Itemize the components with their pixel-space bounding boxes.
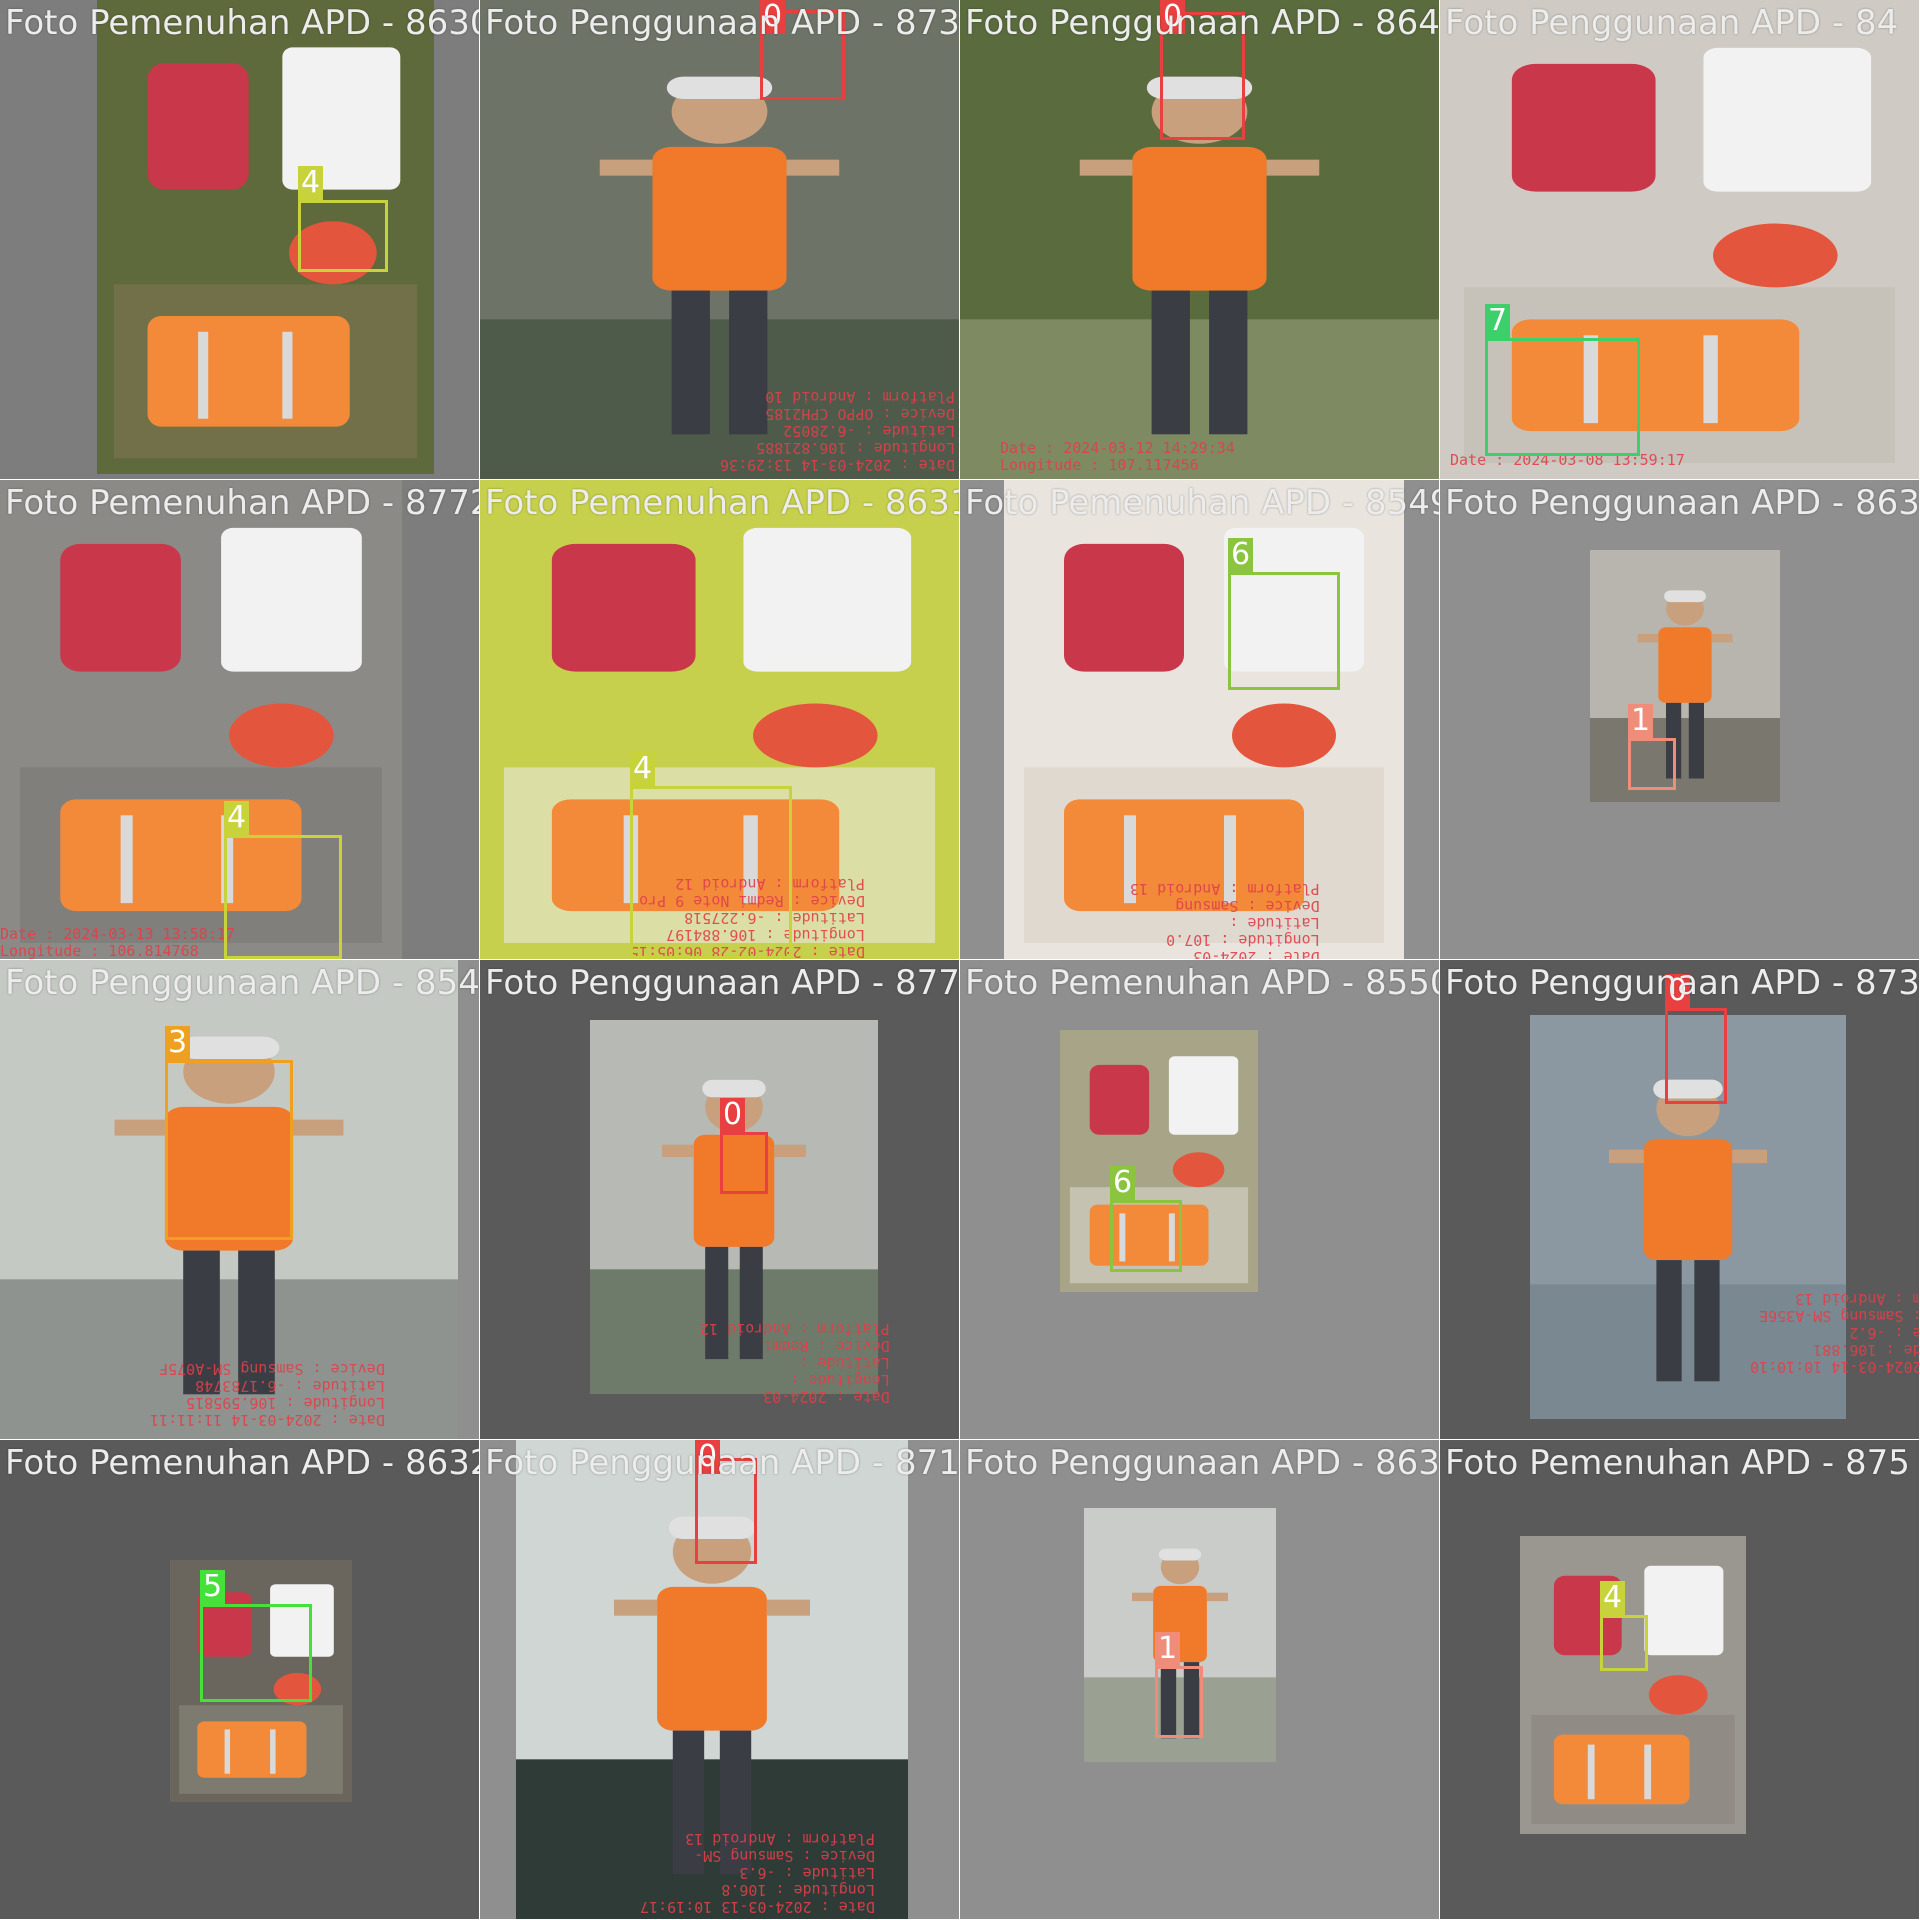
grid-tile: Date : 2024-03-13 13:58:17 Longitude : 1…	[0, 480, 479, 959]
photo	[0, 960, 458, 1439]
grid-tile: Date : 2024-03 Longitude : 107.0 Latitud…	[960, 480, 1439, 959]
detection-class-label: 7	[1485, 304, 1511, 338]
file-name-label: Foto Penggunaan APD - 863271.jpeg	[965, 1443, 1439, 1483]
photo	[1440, 0, 1919, 479]
detection-box	[695, 1458, 757, 1564]
file-name-label: Foto Pemenuhan APD - 875	[1445, 1443, 1910, 1483]
detection-class-label: 1	[1155, 1632, 1181, 1666]
detection-class-label: 4	[298, 166, 324, 200]
photo	[480, 480, 959, 959]
grid-tile: 5 Foto Pemenuhan APD - 863285.jpeg	[0, 1440, 479, 1919]
detection-class-label: 1	[1628, 704, 1654, 738]
file-name-label: Foto Pemenuhan APD - 863007.jpeg	[5, 3, 479, 43]
photo	[480, 0, 959, 479]
photo	[1520, 1536, 1746, 1834]
photo	[1590, 550, 1780, 802]
file-name-label: Foto Penggunaan APD - 873	[1445, 963, 1919, 1003]
grid-tile: Date : 2024-03-14 13:29:36 Longitude : 1…	[480, 0, 959, 479]
detection-box	[630, 786, 792, 959]
detection-box	[1485, 338, 1640, 456]
grid-tile: Date : 2024-03-08 13:59:17 7 Foto Pengguna…	[1440, 0, 1919, 479]
grid-tile: 4 Foto Pemenuhan APD - 863007.jpeg	[0, 0, 479, 479]
grid-tile: Date : 2024-02-28 06:05:15 Longitude : 1…	[480, 480, 959, 959]
grid-tile: Date : 2024-03-14 10:10:10 Longitude : 1…	[1440, 960, 1919, 1439]
detection-class-label: 0	[1665, 974, 1691, 1008]
photo-timestamp: Date : 2024-03-14 13:29:36 Longitude : 1…	[720, 388, 955, 474]
grid-tile: Date : 2024-03-12 14:29:34 Longitude : 1…	[960, 0, 1439, 479]
file-name-label: Foto Pemenuhan APD - 863104.jpeg	[485, 483, 959, 523]
file-name-label: Foto Penggunaan APD - 84	[1445, 3, 1899, 43]
file-name-label: Foto Penggunaan APD - 873230.jpeg	[485, 3, 959, 43]
file-name-label: Foto Pemenuhan APD - 877230.jpeg	[5, 483, 479, 523]
file-name-label: Foto Pemenuhan APD - 863285.jpeg	[5, 1443, 479, 1483]
detection-box	[1155, 1666, 1203, 1738]
photo-timestamp: Date : 2024-03-14 11:11:11 Longitude : 1…	[150, 1360, 385, 1429]
file-name-label: Foto Penggunaan APD - 864580.jpeg	[965, 3, 1439, 43]
grid-tile: Date : 2024-03-14 11:11:11 Longitude : 1…	[0, 960, 479, 1439]
detection-box	[1665, 1008, 1727, 1104]
detection-class-label: 0	[695, 1440, 721, 1474]
detection-class-label: 6	[1110, 1166, 1136, 1200]
file-name-label: Foto Pemenuhan APD - 855029.jpeg	[965, 963, 1439, 1003]
photo	[97, 0, 434, 474]
photo	[960, 0, 1439, 479]
detection-class-label: 0	[760, 0, 786, 34]
photo	[590, 1020, 878, 1394]
detection-class-label: 6	[1228, 538, 1254, 572]
grid-tile: 6 Foto Pemenuhan APD - 855029.jpeg	[960, 960, 1439, 1439]
photo	[516, 1440, 908, 1919]
detection-box	[1160, 12, 1245, 140]
file-name-label: Foto Penggunaan APD - 871490.jpeg	[485, 1443, 959, 1483]
photo-timestamp: Date : 2024-03-13 10:19:17 Longitude : 1…	[640, 1830, 875, 1916]
detection-class-label: 0	[1160, 0, 1186, 34]
detection-box	[760, 10, 845, 100]
file-name-label: Foto Penggunaan APD - 854330.jpeg	[5, 963, 479, 1003]
detection-box	[1628, 738, 1676, 790]
detection-class-label: 4	[224, 801, 250, 835]
grid-tile: Date : 2024-03-13 10:19:17 Longitude : 1…	[480, 1440, 959, 1919]
photo	[1530, 1015, 1846, 1419]
detection-class-label: 4	[630, 752, 656, 786]
photo-timestamp: Date : 2024-03-14 10:10:10 Longitude : 1…	[1750, 1290, 1919, 1376]
detection-box	[720, 1132, 768, 1194]
detection-box	[1228, 572, 1340, 690]
photo-timestamp: Date : 2024-03 Longitude : 107.0 Latitud…	[1130, 880, 1320, 959]
detection-class-label: 0	[720, 1098, 746, 1132]
grid-tile: Date : 2024-03 Longitude : Latitude : De…	[480, 960, 959, 1439]
grid-tile: 4 Foto Pemenuhan APD - 875	[1440, 1440, 1919, 1919]
photo-timestamp: Date : 2024-03-13 13:58:17 Longitude : 1…	[0, 925, 235, 960]
photo	[1060, 1030, 1258, 1292]
detection-class-label: 5	[200, 1570, 226, 1604]
detection-box	[200, 1604, 312, 1702]
detection-class-label: 4	[1600, 1581, 1626, 1615]
detection-class-label: 3	[165, 1026, 191, 1060]
detection-box	[1110, 1200, 1182, 1272]
grid-tile: 1 Foto Penggunaan APD - 863271.jpeg	[960, 1440, 1439, 1919]
grid-tile: 1 Foto Penggunaan APD - 863	[1440, 480, 1919, 959]
photo	[1004, 480, 1404, 959]
photo	[0, 480, 402, 959]
detection-box	[165, 1060, 293, 1240]
detection-box	[224, 835, 342, 959]
photo-timestamp: Date : 2024-03 Longitude : Latitude : De…	[700, 1320, 890, 1406]
photo-timestamp: Date : 2024-03-12 14:29:34 Longitude : 1…	[1000, 439, 1235, 474]
detection-box	[298, 200, 388, 272]
detection-box	[1600, 1615, 1648, 1671]
file-name-label: Foto Penggunaan APD - 863	[1445, 483, 1919, 523]
file-name-label: Foto Pemenuhan APD - 854961.jpeg	[965, 483, 1439, 523]
file-name-label: Foto Penggunaan APD - 877054.jpeg	[485, 963, 959, 1003]
